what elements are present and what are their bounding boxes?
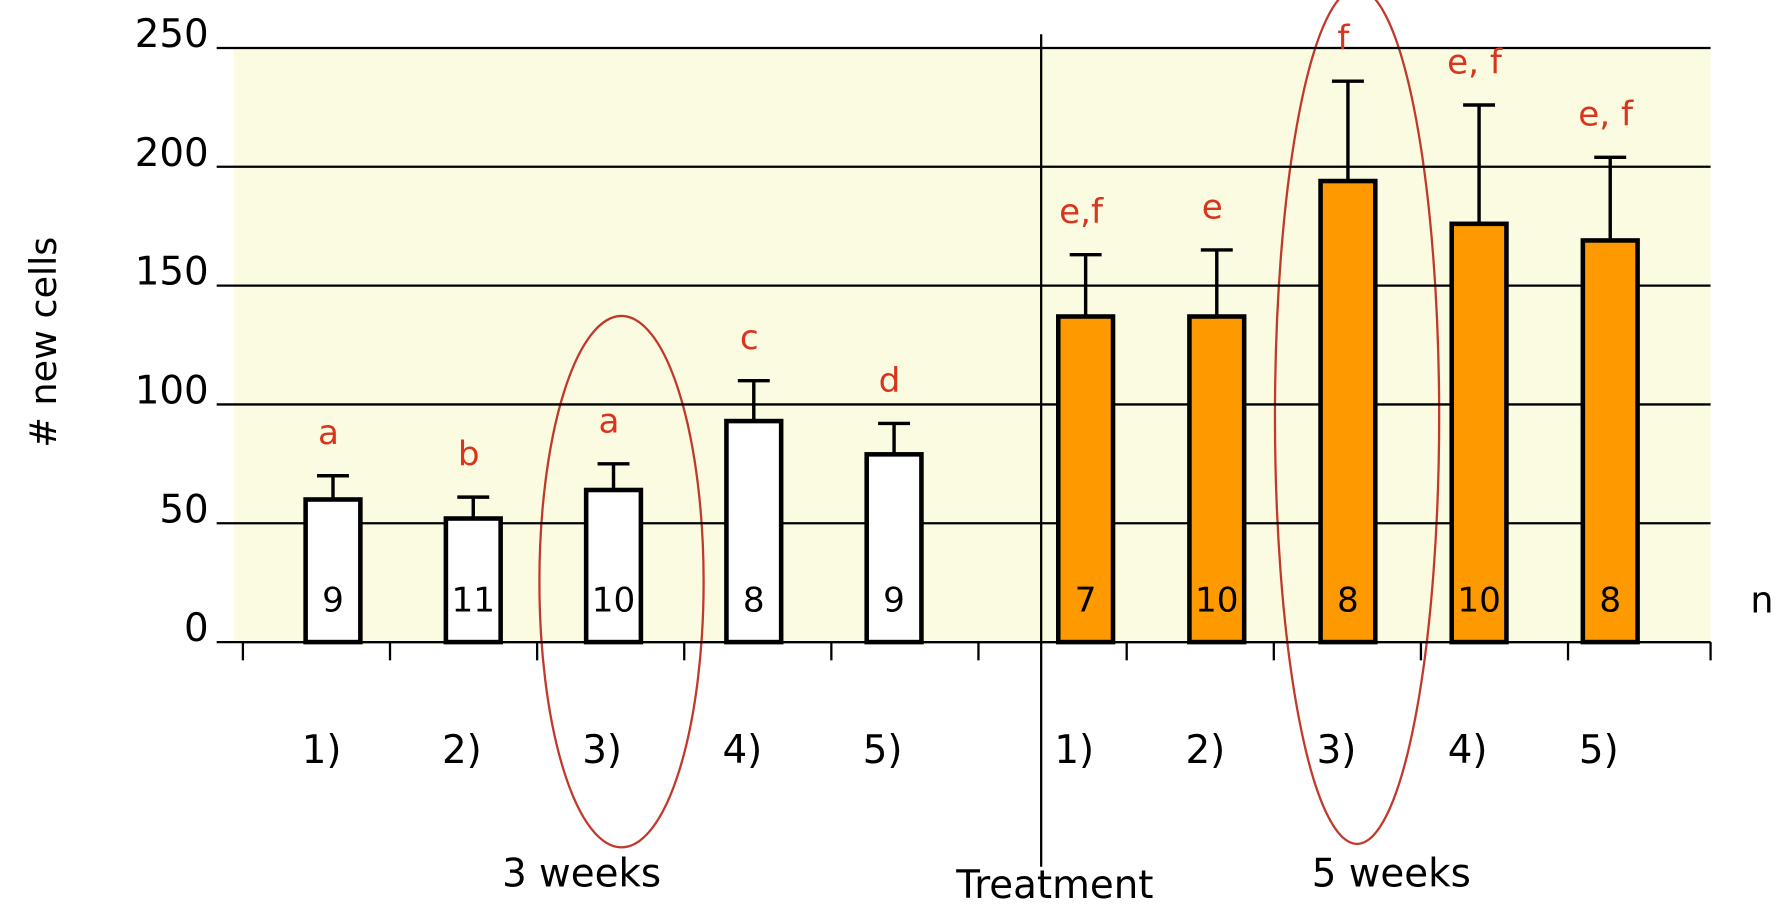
x-tick-label: 1): [1054, 728, 1094, 773]
n-value: 8: [1599, 581, 1621, 621]
bar: [724, 418, 784, 645]
group-label: 5 weeks: [1312, 851, 1471, 896]
x-tick-label: 4): [722, 728, 762, 773]
n-value: 10: [1457, 581, 1501, 621]
group-label: 3 weeks: [502, 851, 661, 896]
n-value: 10: [1195, 581, 1239, 621]
x-tick-label: 5): [863, 728, 903, 773]
bar: [1449, 221, 1509, 645]
n-value: 11: [451, 581, 495, 621]
bar: [1580, 238, 1640, 645]
significance-letter: e, f: [1578, 95, 1634, 135]
bar: [1055, 314, 1116, 645]
n-value: 8: [1337, 581, 1359, 621]
bar: [1187, 314, 1247, 645]
x-tick-label: 2): [1185, 728, 1225, 773]
significance-letter: e,f: [1059, 192, 1104, 232]
y-axis-label: # new cells: [22, 237, 65, 448]
significance-letter: e: [1202, 187, 1223, 227]
significance-letter: c: [740, 318, 759, 358]
bar: [443, 516, 503, 645]
bar: [864, 452, 924, 645]
y-tick-label: 150: [135, 250, 209, 295]
n-value: 8: [743, 581, 765, 621]
highlight-ellipse: [538, 314, 705, 849]
n-value: 9: [322, 581, 344, 621]
y-tick-label: 250: [135, 12, 209, 57]
x-tick-label: 5): [1579, 728, 1619, 773]
y-tick-label: 50: [159, 487, 208, 532]
significance-letter: a: [318, 413, 339, 453]
y-tick-label: 100: [135, 369, 209, 414]
n-value: 10: [592, 581, 636, 621]
significance-letter: f: [1337, 19, 1350, 59]
bar: [583, 487, 644, 645]
x-tick-label: 3): [582, 728, 622, 773]
x-tick-label: 4): [1448, 728, 1488, 773]
significance-letter: e, f: [1447, 42, 1503, 82]
y-tick-label: 0: [184, 606, 209, 651]
x-tick-label: 3): [1317, 728, 1357, 773]
significance-letter: d: [879, 361, 901, 401]
x-tick-label: 2): [442, 728, 482, 773]
x-tick-label: 1): [302, 728, 342, 773]
n-value: 7: [1075, 581, 1097, 621]
significance-letter: a: [598, 401, 619, 441]
y-tick-label: 200: [135, 131, 209, 176]
bar: [1318, 178, 1378, 645]
bar: [303, 497, 363, 645]
n-value: 9: [883, 581, 905, 621]
highlight-ellipse: [1273, 0, 1441, 845]
significance-letter: b: [458, 435, 480, 475]
x-title: Treatment: [955, 863, 1153, 908]
n-label: n: [1750, 579, 1773, 622]
